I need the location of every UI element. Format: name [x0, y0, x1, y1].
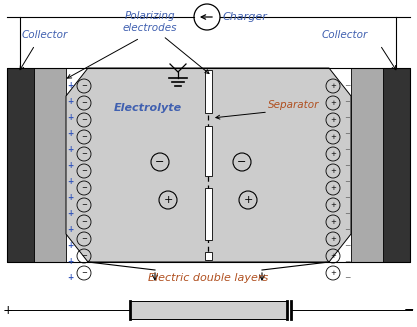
- Text: +: +: [67, 242, 73, 250]
- Text: +: +: [330, 253, 336, 259]
- Bar: [34, 68, 66, 262]
- Text: +: +: [330, 151, 336, 157]
- Text: +: +: [67, 194, 73, 202]
- Text: +: +: [67, 146, 73, 154]
- Text: −: −: [344, 129, 350, 139]
- Text: −: −: [404, 303, 414, 317]
- Text: +: +: [67, 257, 73, 267]
- Text: +: +: [67, 273, 73, 283]
- Text: +: +: [330, 117, 336, 123]
- Text: Separator: Separator: [268, 100, 319, 110]
- Bar: [351, 68, 383, 262]
- Text: −: −: [81, 100, 87, 106]
- Text: −: −: [344, 242, 350, 250]
- Text: +: +: [67, 162, 73, 170]
- Text: Charger: Charger: [223, 12, 268, 22]
- Text: −: −: [81, 270, 87, 276]
- Text: +: +: [330, 236, 336, 242]
- Text: −: −: [344, 162, 350, 170]
- Text: −: −: [344, 97, 350, 107]
- Text: +: +: [3, 303, 14, 317]
- Text: Polarizing
electrodes: Polarizing electrodes: [123, 11, 177, 33]
- Text: −: −: [344, 226, 350, 234]
- Text: −: −: [344, 81, 350, 91]
- Text: −: −: [344, 146, 350, 154]
- Text: Electric double layers: Electric double layers: [148, 273, 268, 283]
- Text: +: +: [67, 81, 73, 91]
- Text: −: −: [81, 117, 87, 123]
- Bar: [7, 68, 410, 262]
- Text: +: +: [330, 202, 336, 208]
- Text: −: −: [344, 194, 350, 202]
- Text: −: −: [81, 168, 87, 174]
- Text: Collector: Collector: [22, 30, 68, 40]
- Text: −: −: [81, 134, 87, 140]
- Text: −: −: [237, 157, 247, 167]
- Text: −: −: [81, 236, 87, 242]
- Text: +: +: [163, 195, 173, 205]
- Text: Electrolyte: Electrolyte: [114, 103, 182, 113]
- Text: +: +: [330, 219, 336, 225]
- Bar: [130, 301, 287, 319]
- Text: +: +: [243, 195, 253, 205]
- Text: −: −: [81, 219, 87, 225]
- Text: −: −: [81, 202, 87, 208]
- Text: +: +: [330, 100, 336, 106]
- Bar: [7, 68, 34, 262]
- Text: +: +: [67, 113, 73, 123]
- Text: −: −: [81, 151, 87, 157]
- Text: +: +: [330, 168, 336, 174]
- Text: −: −: [81, 83, 87, 89]
- Text: −: −: [344, 257, 350, 267]
- Text: +: +: [330, 134, 336, 140]
- Text: Collector: Collector: [322, 30, 368, 40]
- Bar: [205, 188, 212, 240]
- Bar: [205, 252, 212, 260]
- Text: +: +: [330, 83, 336, 89]
- Text: +: +: [67, 129, 73, 139]
- Text: −: −: [344, 210, 350, 218]
- Text: +: +: [67, 178, 73, 186]
- Text: +: +: [67, 210, 73, 218]
- Text: +: +: [67, 97, 73, 107]
- Bar: [383, 68, 410, 262]
- Text: −: −: [344, 113, 350, 123]
- Text: +: +: [330, 185, 336, 191]
- Text: −: −: [81, 253, 87, 259]
- Bar: [205, 70, 212, 113]
- Text: +: +: [330, 270, 336, 276]
- Bar: [205, 126, 212, 176]
- Text: −: −: [155, 157, 165, 167]
- Text: −: −: [344, 178, 350, 186]
- Text: −: −: [344, 273, 350, 283]
- Text: −: −: [81, 185, 87, 191]
- Text: +: +: [67, 226, 73, 234]
- Polygon shape: [66, 68, 351, 262]
